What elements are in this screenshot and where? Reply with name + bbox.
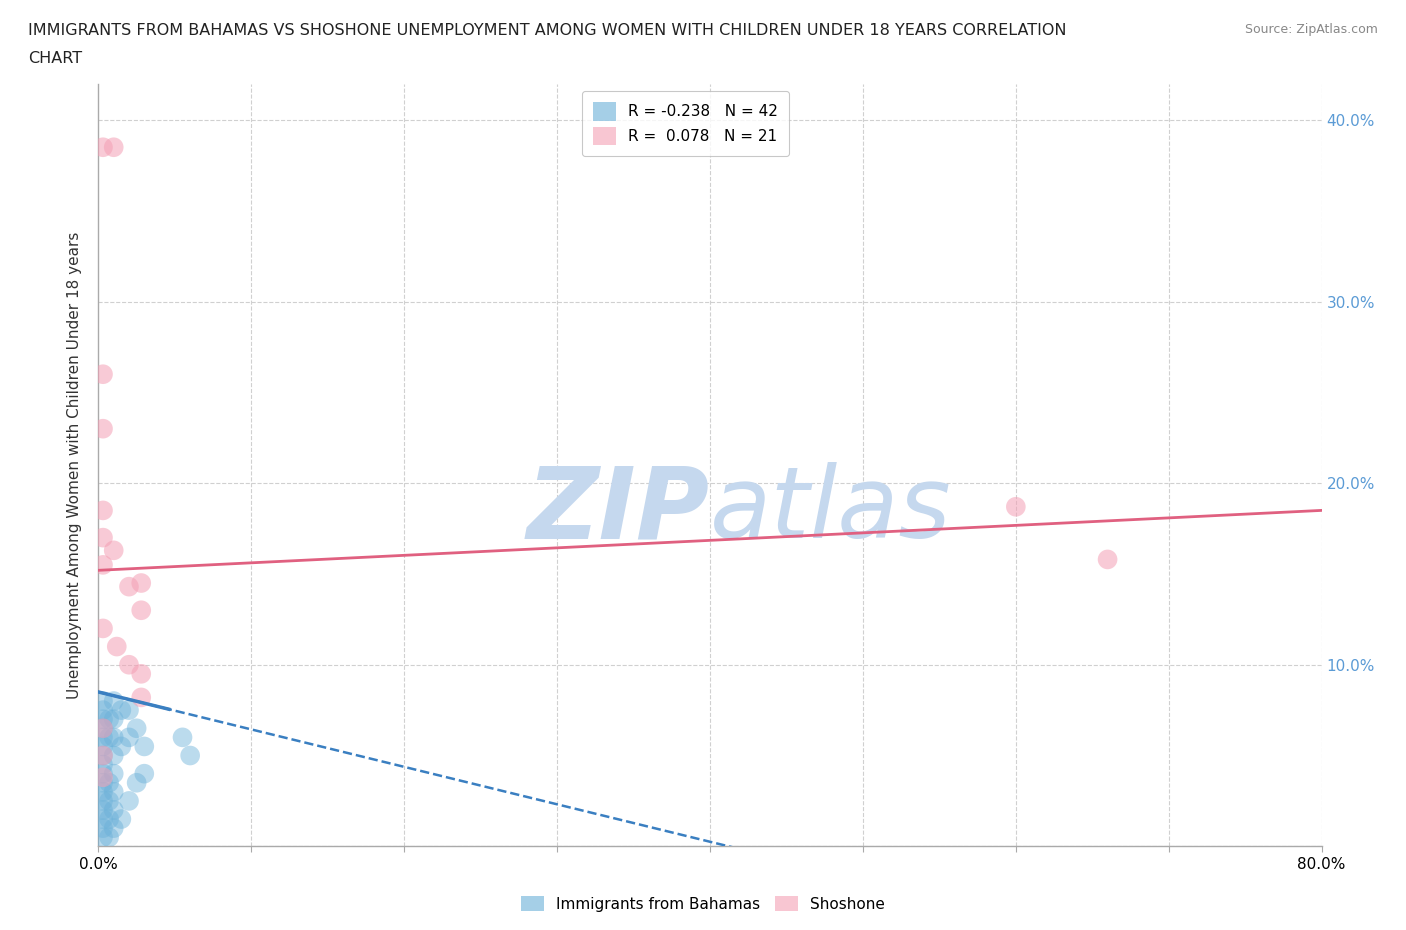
Point xyxy=(118,703,141,718)
Point xyxy=(98,711,121,726)
Point xyxy=(118,658,141,672)
Point xyxy=(91,830,114,844)
Point xyxy=(91,366,114,381)
Point xyxy=(103,730,125,745)
Legend: Immigrants from Bahamas, Shoshone: Immigrants from Bahamas, Shoshone xyxy=(515,889,891,918)
Point xyxy=(91,784,114,799)
Point xyxy=(105,639,128,654)
Point xyxy=(103,748,125,763)
Point xyxy=(91,770,114,785)
Point xyxy=(91,621,114,636)
Point xyxy=(91,703,114,718)
Point xyxy=(103,711,125,726)
Point xyxy=(103,766,125,781)
Point xyxy=(98,776,121,790)
Point xyxy=(91,140,114,154)
Point xyxy=(91,793,114,808)
Point xyxy=(129,667,152,682)
Point xyxy=(125,776,148,790)
Point xyxy=(103,803,125,817)
Point xyxy=(98,730,121,745)
Point xyxy=(129,603,152,618)
Text: atlas: atlas xyxy=(710,462,952,559)
Point xyxy=(110,739,132,754)
Point xyxy=(179,748,201,763)
Point xyxy=(91,748,114,763)
Point xyxy=(103,140,125,154)
Point xyxy=(129,690,152,705)
Point xyxy=(1004,499,1026,514)
Point xyxy=(103,694,125,709)
Point xyxy=(91,776,114,790)
Point xyxy=(91,503,114,518)
Point xyxy=(91,711,114,726)
Point xyxy=(91,530,114,545)
Point xyxy=(118,793,141,808)
Point xyxy=(91,721,114,736)
Point xyxy=(118,730,141,745)
Point xyxy=(134,766,156,781)
Legend: R = -0.238   N = 42, R =  0.078   N = 21: R = -0.238 N = 42, R = 0.078 N = 21 xyxy=(582,91,789,156)
Point xyxy=(91,766,114,781)
Y-axis label: Unemployment Among Women with Children Under 18 years: Unemployment Among Women with Children U… xyxy=(67,232,83,698)
Text: IMMIGRANTS FROM BAHAMAS VS SHOSHONE UNEMPLOYMENT AMONG WOMEN WITH CHILDREN UNDER: IMMIGRANTS FROM BAHAMAS VS SHOSHONE UNEM… xyxy=(28,23,1067,38)
Point xyxy=(110,812,132,827)
Point xyxy=(91,421,114,436)
Point xyxy=(129,576,152,591)
Point xyxy=(91,820,114,835)
Point xyxy=(98,812,121,827)
Point xyxy=(91,730,114,745)
Point xyxy=(118,579,141,594)
Text: Source: ZipAtlas.com: Source: ZipAtlas.com xyxy=(1244,23,1378,36)
Text: CHART: CHART xyxy=(28,51,82,66)
Point xyxy=(91,812,114,827)
Point xyxy=(172,730,194,745)
Point xyxy=(91,694,114,709)
Point xyxy=(91,748,114,763)
Point xyxy=(98,793,121,808)
Point xyxy=(91,721,114,736)
Point xyxy=(91,803,114,817)
Text: ZIP: ZIP xyxy=(527,462,710,559)
Point xyxy=(103,784,125,799)
Point xyxy=(125,721,148,736)
Point xyxy=(103,820,125,835)
Point xyxy=(110,703,132,718)
Point xyxy=(91,557,114,572)
Point xyxy=(1097,552,1119,567)
Point xyxy=(134,739,156,754)
Point xyxy=(98,830,121,844)
Point xyxy=(91,739,114,754)
Point xyxy=(103,543,125,558)
Point xyxy=(91,757,114,772)
